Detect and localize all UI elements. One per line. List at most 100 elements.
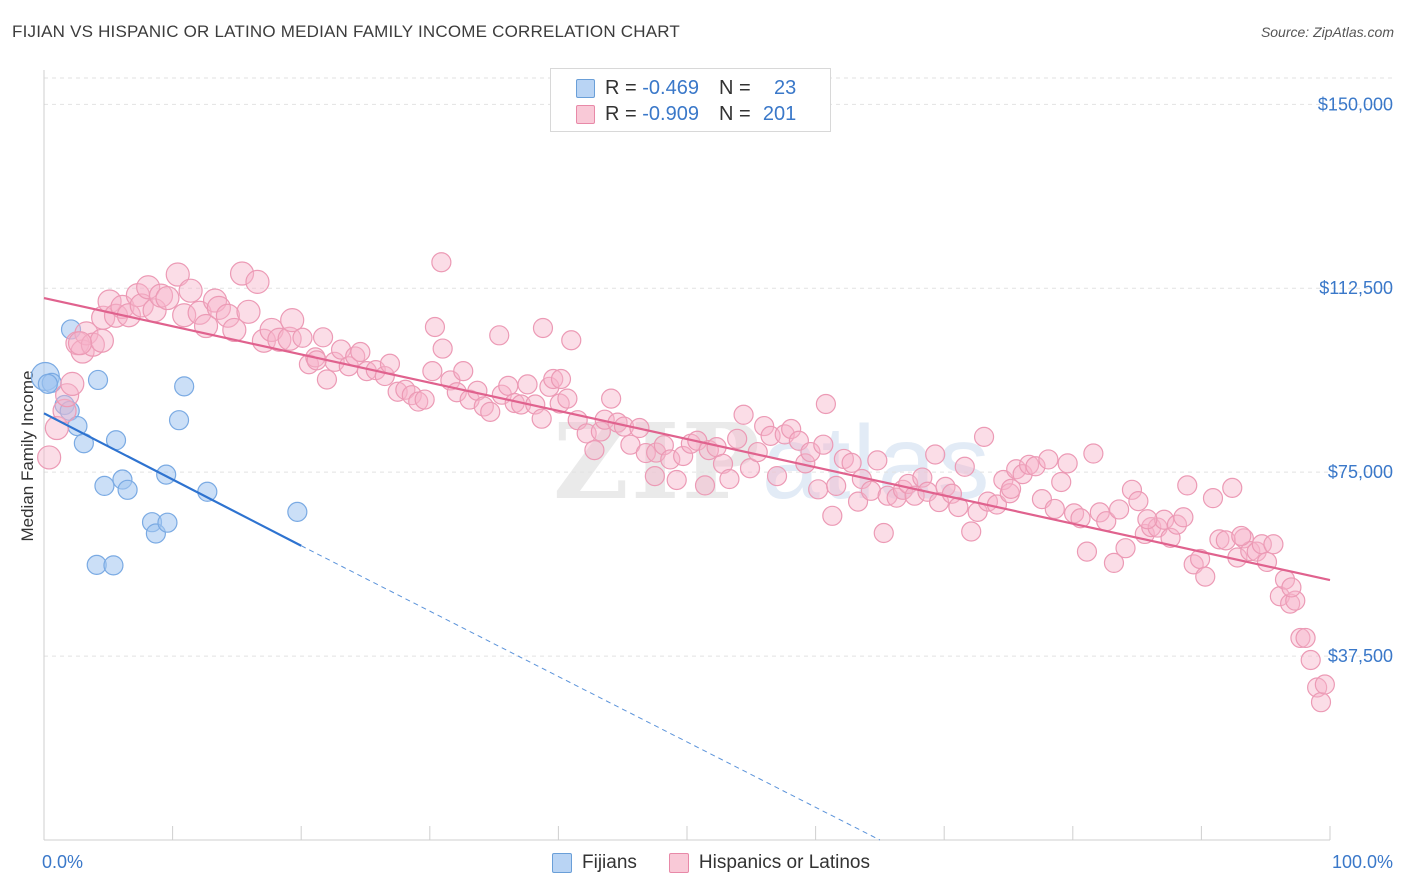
data-point — [739, 458, 761, 479]
legend-row-fijians: R = -0.469 N = 23 — [576, 75, 797, 101]
data-point — [635, 442, 656, 464]
data-point — [165, 262, 190, 287]
data-point — [157, 512, 178, 533]
data-point — [1263, 534, 1284, 555]
trend-line-hispanics — [43, 296, 1331, 582]
data-point — [1128, 491, 1149, 512]
data-point — [498, 375, 519, 396]
legend-n-label: N = — [718, 76, 751, 99]
data-point — [1051, 471, 1072, 493]
data-point — [350, 341, 371, 363]
data-point — [1222, 477, 1243, 498]
data-point — [1121, 479, 1143, 500]
data-point — [292, 327, 313, 348]
y-tick-label: $150,000 — [1318, 94, 1393, 114]
data-point — [168, 410, 190, 431]
data-point — [973, 426, 995, 447]
legend-n-value: 23 — [773, 76, 797, 99]
data-point — [1018, 454, 1040, 475]
data-point — [1057, 453, 1078, 474]
legend-item-fijians[interactable]: Fijians — [552, 852, 637, 874]
data-point — [1177, 475, 1198, 496]
legend-n-label: N = — [718, 102, 751, 125]
data-point — [453, 361, 474, 382]
data-point — [55, 383, 80, 408]
data-point — [1295, 627, 1316, 649]
data-point — [557, 388, 578, 409]
data-point — [60, 319, 82, 340]
data-point — [822, 505, 843, 526]
data-point — [666, 469, 687, 491]
series-hispanics — [37, 252, 1335, 713]
data-point — [1314, 674, 1335, 695]
data-point — [489, 325, 510, 346]
data-point — [1038, 449, 1059, 470]
data-point — [1044, 498, 1065, 520]
data-point — [781, 418, 802, 440]
data-point — [754, 415, 775, 437]
data-point — [531, 408, 552, 429]
data-point — [826, 475, 847, 496]
data-point — [815, 393, 836, 415]
data-point — [813, 434, 834, 455]
data-point — [287, 501, 308, 522]
data-point — [432, 338, 453, 359]
data-point — [156, 464, 177, 485]
data-point — [1215, 530, 1236, 551]
data-point — [532, 317, 554, 339]
data-point — [620, 434, 641, 455]
data-point — [60, 371, 85, 396]
data-point — [584, 439, 605, 461]
series-fijians — [30, 319, 308, 576]
data-point — [860, 480, 881, 501]
data-point — [800, 441, 821, 463]
data-point — [1285, 590, 1306, 611]
data-point — [94, 475, 115, 496]
data-point — [561, 330, 582, 351]
trend-line-fijians-extrapolated — [300, 545, 881, 841]
legend-item-hispanics[interactable]: Hispanics or Latinos — [668, 852, 870, 874]
data-point — [1310, 692, 1332, 713]
data-point — [229, 261, 255, 286]
data-point — [954, 456, 975, 477]
data-point — [847, 491, 869, 512]
legend-row-hispanics: R = -0.909 N = 201 — [576, 101, 796, 127]
legend-label-fijians: Fijians — [582, 852, 637, 873]
data-point — [215, 303, 240, 328]
data-point — [136, 275, 161, 300]
data-point — [1076, 541, 1098, 562]
data-point — [414, 389, 435, 410]
data-point — [1195, 566, 1216, 587]
data-point — [103, 555, 124, 576]
data-point — [37, 373, 58, 394]
data-point — [1103, 552, 1125, 573]
data-point — [280, 308, 305, 333]
x-tick-label: 0.0% — [42, 852, 83, 872]
x-tick-label: 100.0% — [1332, 852, 1393, 872]
data-point — [1209, 529, 1230, 550]
legend-r-value: -0.469 — [642, 76, 699, 99]
data-point — [129, 293, 154, 318]
series-legend: Fijians Hispanics or Latinos — [552, 852, 902, 874]
data-point — [1137, 509, 1158, 530]
data-point — [1083, 443, 1104, 464]
data-point — [1290, 627, 1311, 649]
data-point — [1233, 528, 1254, 549]
data-point — [1000, 478, 1022, 499]
data-point — [1070, 508, 1091, 529]
data-point — [174, 376, 195, 397]
source-credit: Source: ZipAtlas.com — [1260, 24, 1394, 40]
correlation-legend: R = -0.469 N = 23 R = -0.909 N = 201 — [550, 68, 831, 132]
axes — [43, 70, 1331, 841]
data-point — [719, 468, 740, 490]
y-tick-label: $37,500 — [1328, 646, 1393, 666]
data-point — [660, 449, 681, 470]
data-point — [766, 465, 788, 487]
data-point — [961, 521, 982, 542]
trend-line-fijians — [43, 412, 302, 547]
y-tick-label: $112,500 — [1319, 278, 1393, 298]
data-point — [1231, 525, 1252, 547]
trend-lines — [43, 296, 1331, 841]
data-point — [245, 269, 270, 294]
